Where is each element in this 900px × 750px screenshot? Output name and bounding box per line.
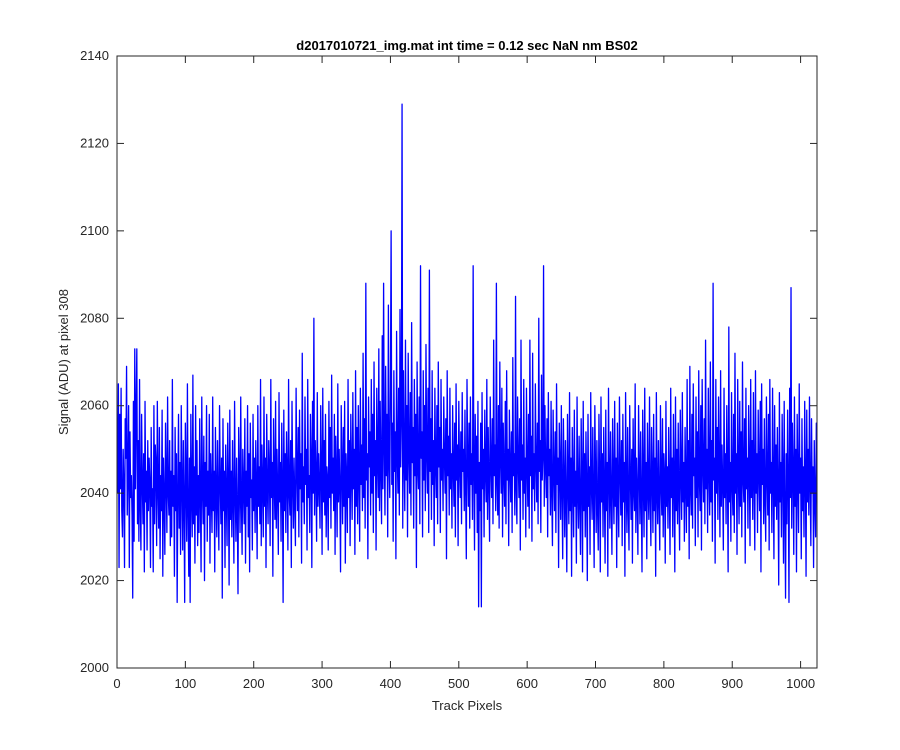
y-axis-label: Signal (ADU) at pixel 308: [56, 289, 71, 435]
y-axis: 2000 2020 2040 2060 2080 2100 2120 2140: [80, 48, 817, 675]
chart-title: d2017010721_img.mat int time = 0.12 sec …: [296, 38, 637, 53]
x-tick-label: 100: [175, 676, 197, 691]
y-tick-label: 2000: [80, 660, 109, 675]
y-tick-label: 2040: [80, 485, 109, 500]
x-tick-label: 500: [448, 676, 470, 691]
plot-axes-frame: [116, 55, 818, 669]
x-axis: 0 100 200 300 400 500 600 700 800 900 1000: [113, 56, 815, 691]
signal-series-line: [117, 103, 817, 608]
x-tick-label: 800: [653, 676, 675, 691]
y-tick-label: 2120: [80, 135, 109, 150]
x-tick-label: 400: [380, 676, 402, 691]
x-tick-label: 1000: [786, 676, 815, 691]
y-tick-label: 2140: [80, 48, 109, 63]
y-tick-label: 2080: [80, 310, 109, 325]
x-axis-label: Track Pixels: [432, 698, 503, 713]
y-tick-label: 2060: [80, 398, 109, 413]
y-tick-label: 2100: [80, 223, 109, 238]
x-tick-label: 600: [516, 676, 538, 691]
x-tick-label: 900: [721, 676, 743, 691]
y-tick-label: 2020: [80, 573, 109, 588]
x-tick-label: 300: [311, 676, 333, 691]
x-tick-label: 0: [113, 676, 120, 691]
x-tick-label: 200: [243, 676, 265, 691]
x-tick-label: 700: [585, 676, 607, 691]
